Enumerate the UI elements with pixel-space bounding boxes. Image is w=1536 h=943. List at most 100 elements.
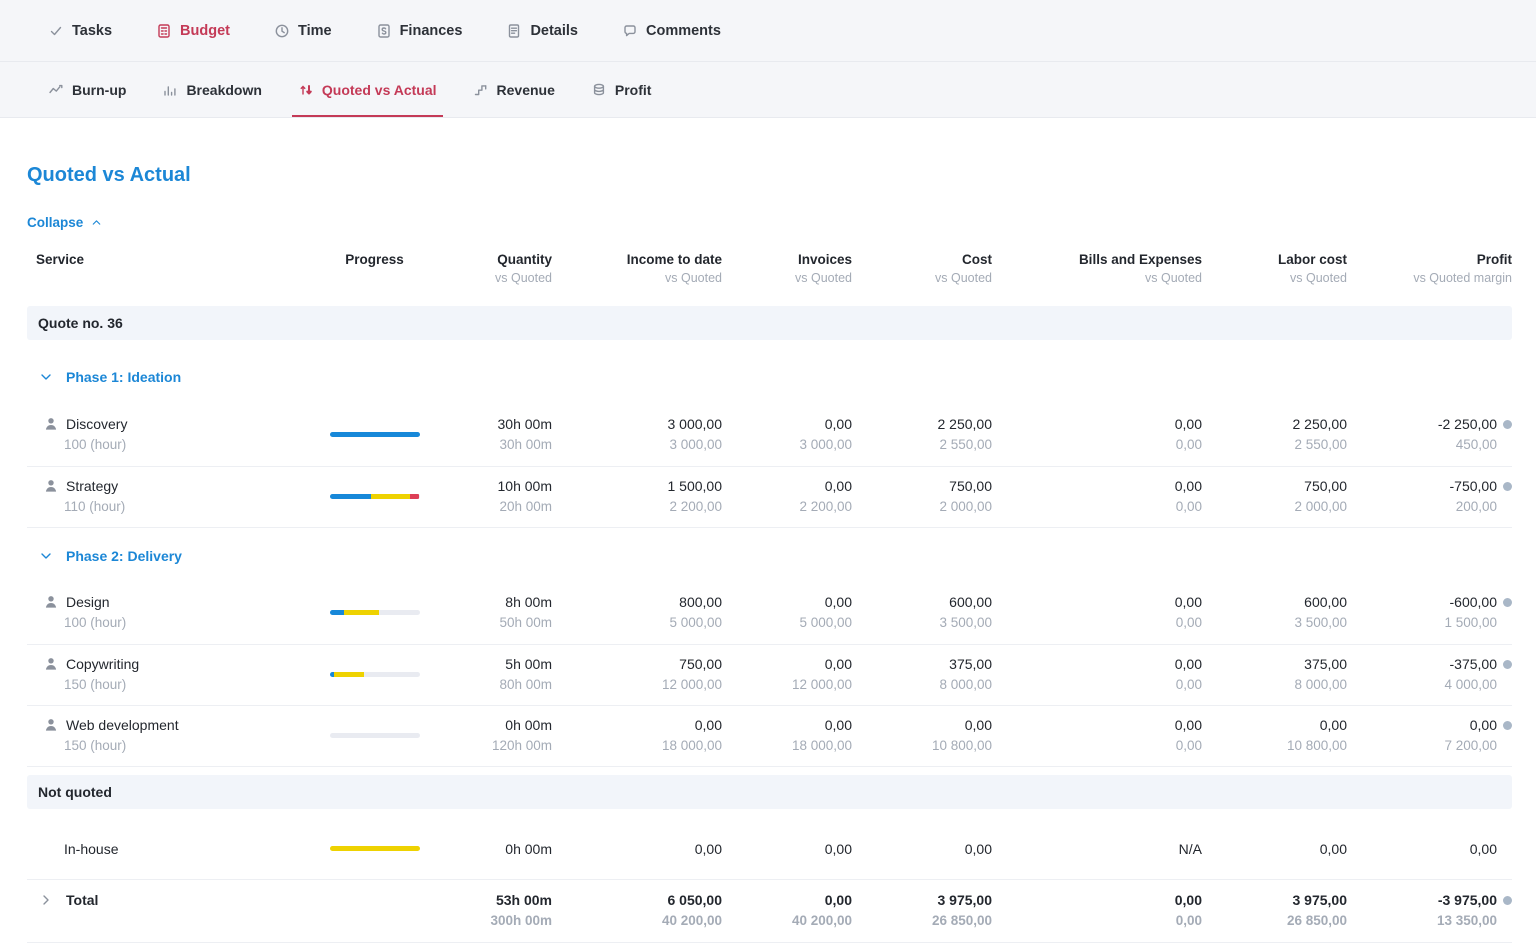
- value-quoted: 18 000,00: [662, 738, 722, 753]
- tab-burn-up[interactable]: Burn-up: [48, 62, 126, 117]
- value-quoted: 20h 00m: [499, 499, 552, 514]
- cell-quantity: 5h 00m80h 00m: [437, 656, 552, 692]
- column-sublabel: [36, 271, 312, 284]
- column-header-quantity: Quantityvs Quoted: [437, 252, 552, 285]
- value-quoted: 10 800,00: [932, 738, 992, 753]
- cell-income-to-date: 0,0018 000,00: [552, 717, 722, 753]
- main-nav: Tasks Budget Time Finances Details Comments: [0, 0, 1536, 62]
- content: Quoted vs Actual Collapse ServiceProgres…: [0, 164, 1536, 943]
- finances-icon: [376, 23, 392, 39]
- nav-item-tasks[interactable]: Tasks: [48, 23, 112, 39]
- phase-row[interactable]: Phase 2: Delivery: [27, 527, 1512, 583]
- service-row[interactable]: Discovery100 (hour)30h 00m30h 00m3 000,0…: [27, 405, 1512, 466]
- cell-income-to-date: 1 500,002 200,00: [552, 478, 722, 514]
- nav-item-details[interactable]: Details: [506, 23, 578, 39]
- service-row[interactable]: In-house0h 00m0,000,000,00N/A0,000,00: [27, 818, 1512, 879]
- value-quoted: 8 000,00: [939, 677, 992, 692]
- value-actual: 800,00: [679, 594, 722, 610]
- value-actual: 2 250,00: [1293, 416, 1348, 432]
- person-icon: [43, 717, 59, 733]
- status-dot: [1503, 660, 1512, 669]
- dot-spacer: [1503, 741, 1512, 750]
- value-actual: -750,00: [1450, 478, 1497, 494]
- nav-item-comments[interactable]: Comments: [622, 23, 721, 39]
- column-header-cost: Costvs Quoted: [852, 252, 992, 285]
- value-actual: 2 250,00: [938, 416, 993, 432]
- value-actual: 0,00: [1175, 656, 1202, 672]
- value-quoted: 18 000,00: [792, 738, 852, 753]
- cell-income-to-date: 6 050,0040 200,00: [552, 892, 722, 928]
- value-actual: 0,00: [1175, 594, 1202, 610]
- tab-label: Breakdown: [186, 82, 261, 98]
- progress-segment-yellow: [344, 610, 379, 615]
- service-row[interactable]: Web development150 (hour)0h 00m120h 00m0…: [27, 705, 1512, 766]
- column-header-service: Service: [27, 252, 312, 285]
- value-quoted: 0,00: [1176, 499, 1202, 514]
- cell-profit: -2 250,00450,00: [1347, 416, 1512, 452]
- column-sublabel: vs Quoted: [552, 271, 722, 285]
- cell-service: Strategy110 (hour): [27, 478, 312, 514]
- cell-service: Phase 2: Delivery: [27, 548, 312, 564]
- value-quoted: 300h 00m: [490, 913, 552, 928]
- tab-profit[interactable]: Profit: [591, 62, 652, 117]
- tab-breakdown[interactable]: Breakdown: [162, 62, 261, 117]
- cell-profit: -750,00 200,00: [1347, 478, 1512, 514]
- value-quoted: 2 200,00: [669, 499, 722, 514]
- phase-label: Phase 2: Delivery: [66, 548, 182, 564]
- dot-spacer: [1503, 916, 1512, 925]
- nav-item-finances[interactable]: Finances: [376, 23, 463, 39]
- column-sublabel: [312, 271, 437, 284]
- cell-quantity: 10h 00m20h 00m: [437, 478, 552, 514]
- service-row[interactable]: Copywriting150 (hour)5h 00m80h 00m750,00…: [27, 644, 1512, 705]
- dot-spacer: [1503, 502, 1512, 511]
- page-title: Quoted vs Actual: [27, 164, 1512, 187]
- collapse-toggle[interactable]: Collapse: [27, 215, 103, 230]
- value-actual: 0,00: [1175, 717, 1202, 733]
- value-actual: 8h 00m: [505, 594, 552, 610]
- cell-cost: 375,008 000,00: [852, 656, 992, 692]
- nav-item-budget[interactable]: Budget: [156, 23, 230, 39]
- tab-quoted-vs-actual[interactable]: Quoted vs Actual: [298, 62, 437, 117]
- value-actual: -2 250,00: [1438, 416, 1497, 432]
- value-actual: -600,00: [1450, 594, 1497, 610]
- tab-revenue[interactable]: Revenue: [473, 62, 555, 117]
- value-actual: 53h 00m: [496, 892, 552, 908]
- cell-bills-and-expenses: 0,000,00: [992, 594, 1202, 630]
- value-actual: 0h 00m: [505, 841, 552, 857]
- service-row[interactable]: Design100 (hour)8h 00m50h 00m800,005 000…: [27, 583, 1512, 644]
- column-label: Labor cost: [1202, 252, 1347, 267]
- column-sublabel: vs Quoted: [852, 271, 992, 285]
- phase-row[interactable]: Phase 1: Ideation: [27, 349, 1512, 405]
- value-actual: 0,00: [825, 841, 852, 857]
- total-row[interactable]: Total 53h 00m 300h 00m6 050,0040 200,000,0…: [27, 879, 1512, 942]
- cell-cost: 0,00: [852, 841, 992, 857]
- progress-segment-blue: [330, 494, 371, 499]
- value-actual: 0,00: [1320, 841, 1347, 857]
- value-quoted: 200,00: [1456, 499, 1497, 514]
- cell-invoices: 0,0040 200,00: [722, 892, 852, 928]
- dot-spacer: [1503, 680, 1512, 689]
- cell-invoices: 0,0012 000,00: [722, 656, 852, 692]
- total-label: Total: [66, 892, 98, 908]
- cell-income-to-date: 800,005 000,00: [552, 594, 722, 630]
- value-quoted: 0,00: [1176, 437, 1202, 452]
- cell-cost: 2 250,002 550,00: [852, 416, 992, 452]
- value-quoted: 12 000,00: [792, 677, 852, 692]
- service-rate: 150 (hour): [64, 677, 312, 692]
- cell-invoices: 0,0018 000,00: [722, 717, 852, 753]
- value-quoted: 10 800,00: [1287, 738, 1347, 753]
- table-body: Quote no. 36Phase 1: IdeationDiscovery10…: [27, 306, 1512, 943]
- cell-quantity: 0h 00m: [437, 841, 552, 857]
- cell-quantity: 0h 00m120h 00m: [437, 717, 552, 753]
- cell-bills-and-expenses: N/A: [992, 841, 1202, 857]
- cell-progress: [312, 610, 437, 615]
- nav-item-time[interactable]: Time: [274, 23, 332, 39]
- cell-service: In-house: [27, 841, 312, 857]
- service-row[interactable]: Strategy110 (hour) 10h 00m20h 00m1 500,00…: [27, 466, 1512, 527]
- value-quoted: 3 500,00: [939, 615, 992, 630]
- nav-item-label: Comments: [646, 23, 721, 39]
- profit-icon: [591, 82, 607, 98]
- value-quoted: 12 000,00: [662, 677, 722, 692]
- status-dot: [1503, 598, 1512, 607]
- nav-item-label: Details: [530, 23, 578, 39]
